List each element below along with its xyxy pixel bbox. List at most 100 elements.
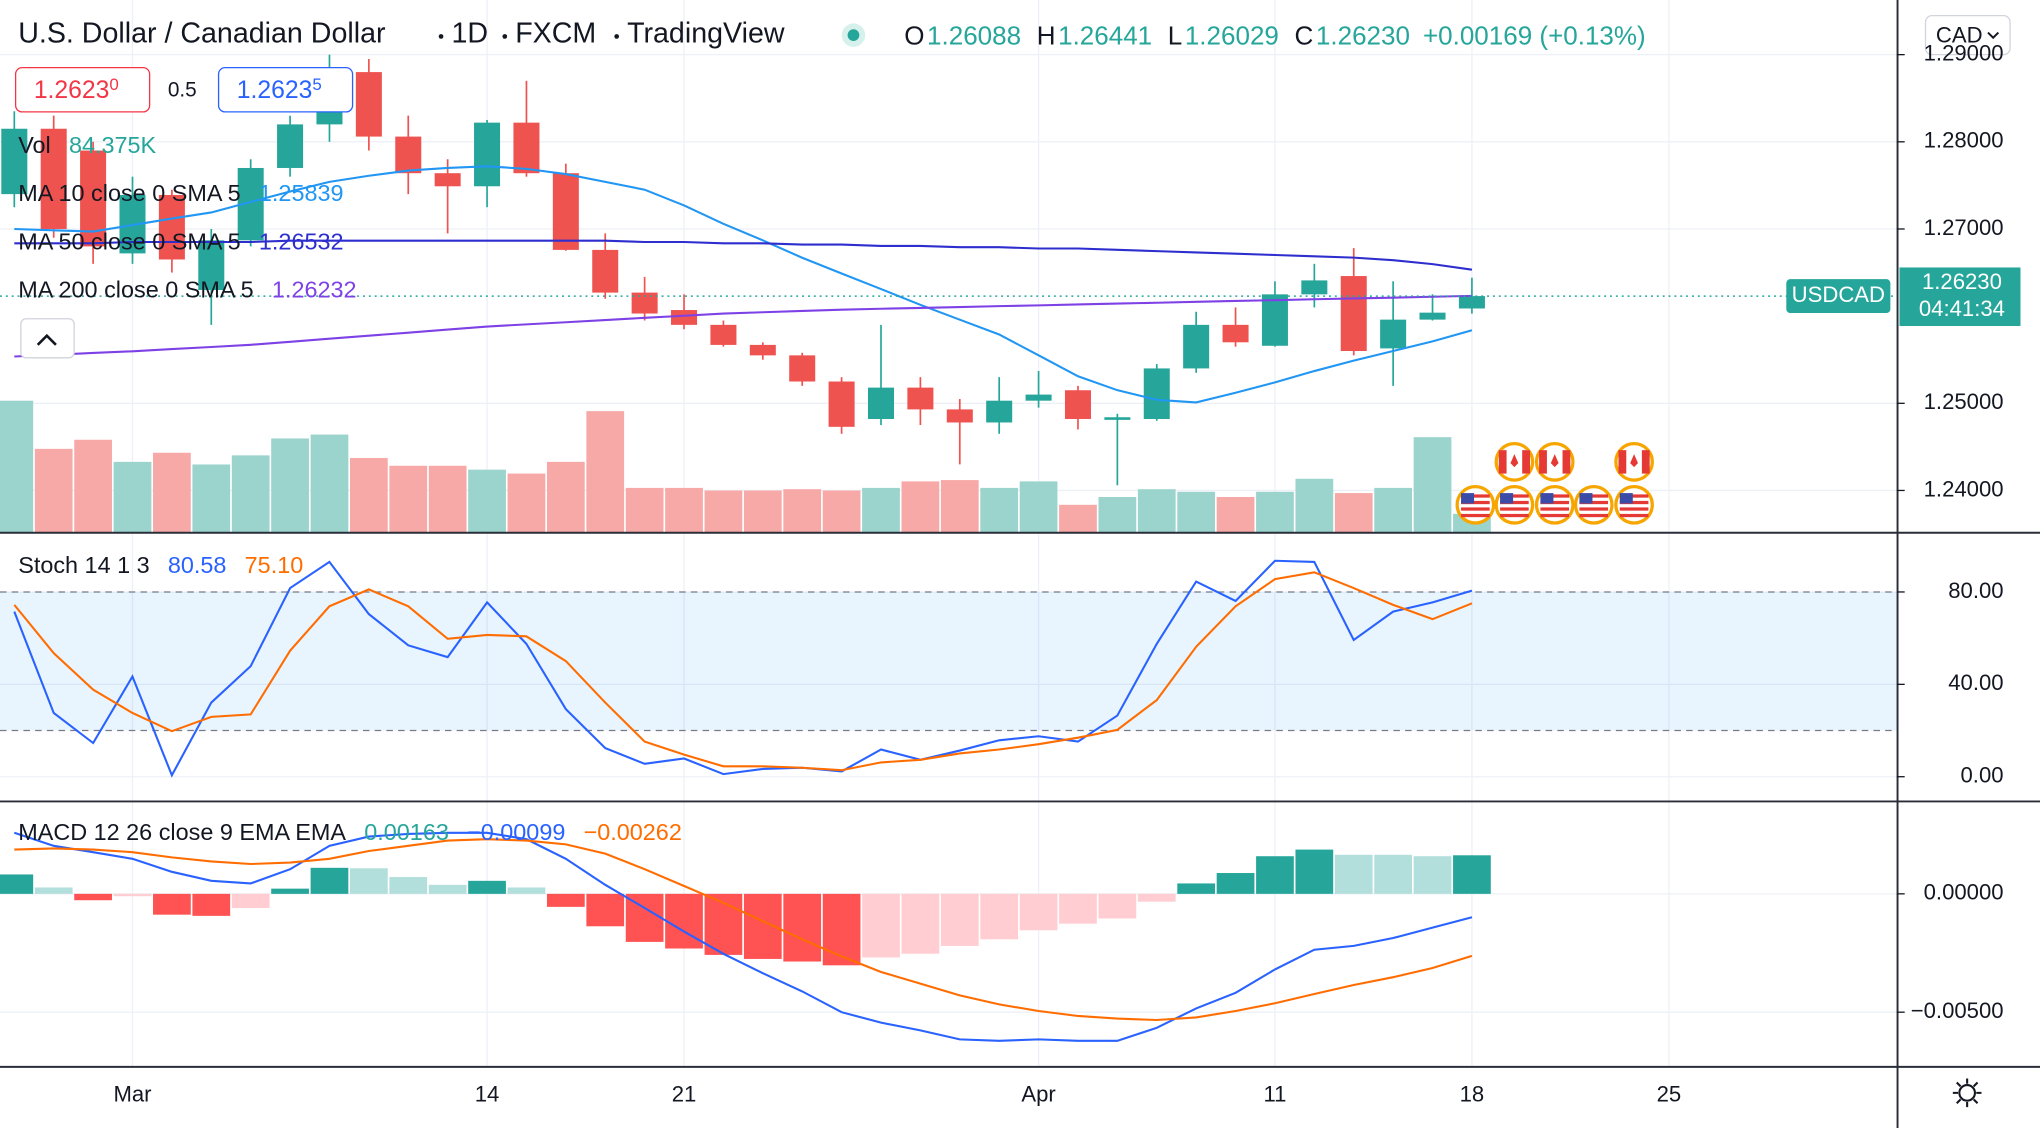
flag-ring <box>1455 484 1496 525</box>
flag-stripe <box>1540 500 1570 505</box>
sell-main[interactable]: 1.2623 <box>34 77 110 104</box>
settings-rays <box>1952 1078 1982 1108</box>
candle-body <box>946 409 973 423</box>
market-status-dot <box>847 29 860 41</box>
histogram-bar <box>546 893 585 907</box>
legend-value: 75.10 <box>245 552 304 578</box>
buy-price[interactable]: 1.26235 <box>237 75 322 103</box>
sell-price[interactable]: 1.26230 <box>34 75 119 103</box>
candle-body <box>355 72 382 137</box>
histogram-bar <box>231 893 270 909</box>
sell-button[interactable] <box>14 67 151 113</box>
volume-bar <box>428 465 467 533</box>
volume-bar <box>1098 496 1137 533</box>
legend-value: 1.26232 <box>272 277 357 303</box>
currency-label[interactable]: CAD <box>1936 22 1983 47</box>
volume-bar <box>1295 478 1334 533</box>
volume-bar <box>507 473 546 533</box>
candle-body <box>277 124 304 168</box>
flag-stripe <box>1619 500 1649 505</box>
buy-small[interactable]: 5 <box>312 75 321 94</box>
flag-stripe <box>1500 500 1529 505</box>
candle-body <box>986 400 1013 423</box>
volume-bar <box>704 490 743 533</box>
volume-bar <box>625 487 664 533</box>
candle-body <box>1301 280 1328 295</box>
y-tick-label: −0.00500 <box>1911 998 2004 1023</box>
dropdown-caret <box>1987 31 2000 40</box>
legend-value: −0.00262 <box>584 819 682 845</box>
y-tick-label: 40.00 <box>1948 670 2003 695</box>
flag-ring <box>1573 484 1614 525</box>
legend-label: Stoch 14 1 3 <box>18 552 149 578</box>
flag-canton <box>1540 493 1554 504</box>
candle-body <box>1261 294 1288 346</box>
event-flag-us[interactable] <box>1573 484 1614 525</box>
flag-stripe <box>1461 500 1490 505</box>
events-canada[interactable] <box>1494 442 1654 482</box>
histogram-bar <box>468 880 506 894</box>
collapse-legend-button[interactable] <box>20 318 75 359</box>
y-tick-label: 0.00 <box>1961 763 2004 788</box>
events-us[interactable] <box>1455 484 1654 525</box>
candle-body <box>395 136 422 174</box>
buy-main[interactable]: 1.2623 <box>237 77 313 104</box>
candle-body <box>749 344 776 356</box>
settings-icon[interactable] <box>1958 1084 1976 1102</box>
flag-stripe <box>1579 507 1609 511</box>
separator-dot <box>614 34 620 39</box>
volume-bar <box>940 480 979 533</box>
event-flag-ca[interactable] <box>1614 442 1654 482</box>
event-flag-ca[interactable] <box>1534 442 1575 482</box>
volume-bar <box>310 434 349 533</box>
volume-bar <box>1374 487 1412 533</box>
event-flag-us[interactable] <box>1455 484 1496 525</box>
y-tick-label: 1.25000 <box>1924 389 2004 414</box>
histogram-bar <box>901 893 940 954</box>
currency-button[interactable] <box>1924 14 2011 56</box>
legend-label: MA 10 close 0 SMA 5 <box>18 180 240 206</box>
flag-stripe <box>1619 507 1649 511</box>
separator-dot <box>438 34 444 39</box>
flag-stripe <box>1540 494 1570 498</box>
candle-body <box>671 310 698 325</box>
histogram-bar <box>34 887 73 894</box>
x-tick-label: Mar <box>113 1081 151 1106</box>
spread: 0.5 <box>168 79 197 102</box>
volume-bar <box>743 490 782 533</box>
x-tick-label: 18 <box>1460 1081 1485 1106</box>
volume-bar <box>1019 481 1058 533</box>
flag-stripe <box>1540 507 1570 511</box>
volume-bar <box>980 487 1019 533</box>
event-flag-us[interactable] <box>1614 484 1654 525</box>
buy-button[interactable] <box>217 67 354 113</box>
volume-bar <box>862 487 900 533</box>
macd-line <box>14 838 1473 1022</box>
volume-bar <box>1177 491 1216 533</box>
event-flag-us[interactable] <box>1494 484 1535 525</box>
x-tick-label: 25 <box>1657 1081 1682 1106</box>
sell-small[interactable]: 0 <box>109 75 118 94</box>
legend-row: MA 200 close 0 SMA 5 1.26232 <box>18 277 356 303</box>
candle-body <box>907 387 934 410</box>
candle-body <box>1104 417 1131 420</box>
y-tick-label: 0.00000 <box>1924 880 2004 905</box>
volume-bar <box>350 457 388 533</box>
flag-stripe <box>1540 513 1570 518</box>
ohlc-value: 1.26230 <box>1316 21 1410 51</box>
event-flag-us[interactable] <box>1534 484 1575 525</box>
legend-value: 80.58 <box>168 552 227 578</box>
flag-stripe <box>1579 513 1609 518</box>
candle-body <box>1025 394 1052 401</box>
histogram-bar <box>389 877 428 894</box>
histogram-bar <box>1177 883 1216 894</box>
candle-body <box>1143 368 1170 419</box>
ohlc-key: L <box>1168 21 1182 51</box>
legend-label: MA 200 close 0 SMA 5 <box>18 277 254 303</box>
event-flag-ca[interactable] <box>1494 442 1535 482</box>
flag-stripe <box>1579 500 1609 505</box>
volume-bar <box>822 490 861 533</box>
histogram-bar <box>1295 849 1334 894</box>
